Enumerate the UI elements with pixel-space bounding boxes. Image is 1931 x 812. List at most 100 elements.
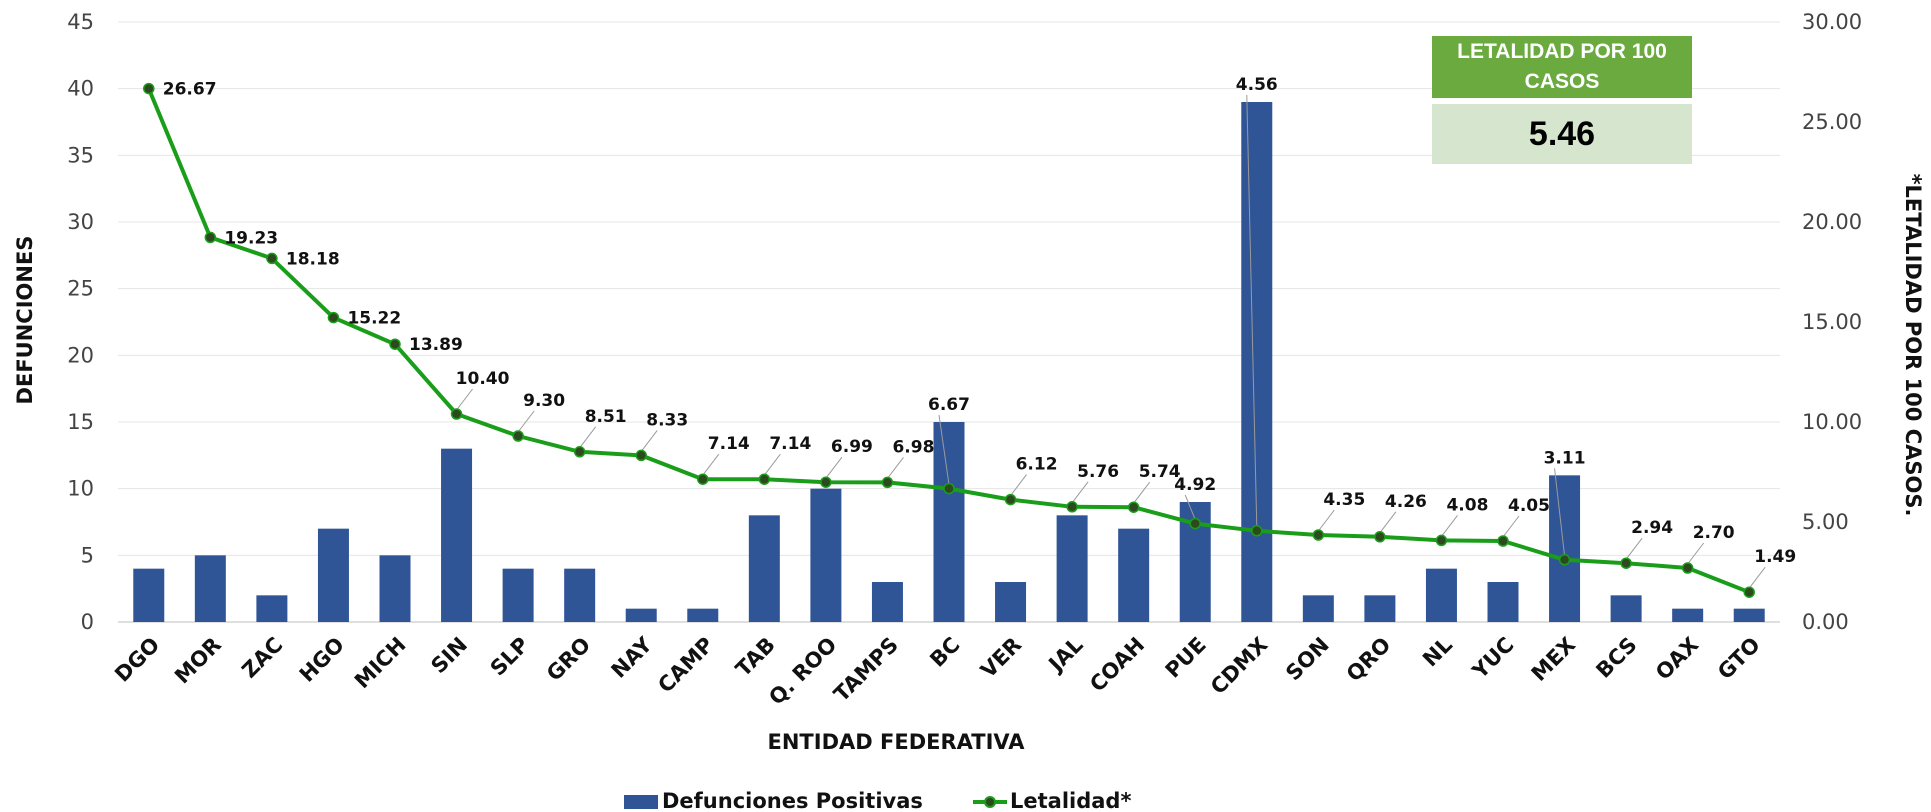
line-marker [943,482,955,495]
category-label: CDMX [1206,633,1272,699]
category-label: SON [1281,633,1334,686]
bar [564,568,596,622]
line-data-label: 15.22 [347,309,401,329]
y-tick-label: 30 [67,210,94,234]
category-label: TAB [731,633,780,682]
right-axis-ticks: 0.00 5.00 10.00 15.00 20.00 25.00 30.00 [1802,10,1862,634]
line-marker [204,231,217,244]
leader-line [1687,542,1705,565]
line-marker [512,430,524,442]
leader-line [1246,94,1258,527]
category-label: CAMP [653,633,718,698]
line-marker [1558,554,1571,566]
kpi-box: LETALIDAD POR 100 CASOS 5.46 [1432,36,1692,164]
kpi-value: 5.46 [1432,104,1692,164]
x-axis-title: ENTIDAD FEDERATIVA [768,730,1026,754]
line-marker [327,311,340,324]
bar-series [133,102,1765,622]
y2-tick-label: 30.00 [1802,10,1862,34]
bar [1672,608,1704,622]
category-label: NAY [607,632,658,683]
line-marker [820,476,832,488]
category-label: QRO [1342,633,1396,687]
line-marker [697,473,709,485]
bar [1241,102,1273,622]
line-marker [758,473,771,485]
category-label: VER [976,633,1026,683]
left-axis-ticks: 0 5 10 15 20 25 30 35 40 45 [67,10,94,634]
label-leader-lines [456,94,1766,589]
line-data-label: 7.14 [708,434,750,454]
leader-line [887,457,904,479]
leader-line [640,430,658,452]
line-series [143,82,1755,598]
bar [1487,582,1519,622]
line-data-label: 6.99 [831,437,873,457]
bar [502,568,534,622]
category-label: JAL [1043,633,1088,678]
line-marker [635,449,647,462]
leader-line [1010,474,1027,496]
legend-line-marker [984,796,996,808]
y2-tick-label: 0.00 [1802,610,1849,634]
line-data-label: 7.14 [769,434,811,454]
category-label: SIN [426,633,472,679]
line-data-label: 4.92 [1174,475,1216,495]
line-marker [1374,531,1386,543]
legend-bar-swatch [624,795,658,809]
leader-line [517,410,535,433]
leader-line [702,453,720,476]
line-marker [1189,517,1201,530]
y2-tick-label: 15.00 [1802,310,1862,334]
line-data-label: 1.49 [1754,547,1796,567]
category-label: Q. ROO [764,633,841,710]
y-tick-label: 10 [67,477,94,501]
category-label: MEX [1527,633,1580,686]
legend: Defunciones Positivas Letalidad* [624,789,1131,812]
line-data-label: 4.35 [1323,490,1365,510]
line-marker [1127,501,1140,513]
line-data-label: 26.67 [163,80,217,100]
leader-line [1625,537,1643,560]
line-data-label: 8.51 [585,407,627,427]
leader-line [1748,566,1766,589]
line-marker [1251,525,1263,537]
category-label: BC [925,633,964,672]
leader-line [825,456,843,479]
bar [1118,528,1150,622]
bar [1549,475,1581,622]
y2-tick-label: 20.00 [1802,210,1862,234]
line-data-label: 19.23 [224,228,278,248]
line-data-label: 6.12 [1016,455,1058,475]
category-label: MOR [170,633,226,689]
line-data-label: 10.40 [456,369,510,389]
y-tick-label: 0 [81,610,94,634]
line-marker [1066,501,1078,513]
legend-line-label: Letalidad* [1010,789,1131,812]
leader-line [938,414,950,485]
y2-axis-title: *LETALIDAD POR 100 CASOS. [1901,174,1925,517]
line-marker [1743,586,1755,598]
bar [995,582,1027,622]
line-marker [573,446,586,458]
y-tick-label: 5 [81,543,94,567]
line-data-label: 4.08 [1446,495,1488,515]
leader-line [1184,494,1196,520]
leader-line [1317,509,1335,532]
line-data-label: 6.98 [892,437,934,457]
line-marker [1312,529,1325,541]
category-label: GTO [1713,633,1765,685]
leader-line [1502,515,1520,538]
y-tick-label: 25 [67,277,94,301]
line-data-label: 3.11 [1544,448,1586,468]
category-label: TAMPS [829,633,903,707]
leader-line [456,388,473,411]
line-marker [450,408,463,420]
bar [1056,515,1088,622]
y2-tick-label: 10.00 [1802,410,1862,434]
line-marker [143,82,155,95]
line-data-label: 13.89 [409,335,463,355]
line-data-label: 5.76 [1077,462,1119,482]
